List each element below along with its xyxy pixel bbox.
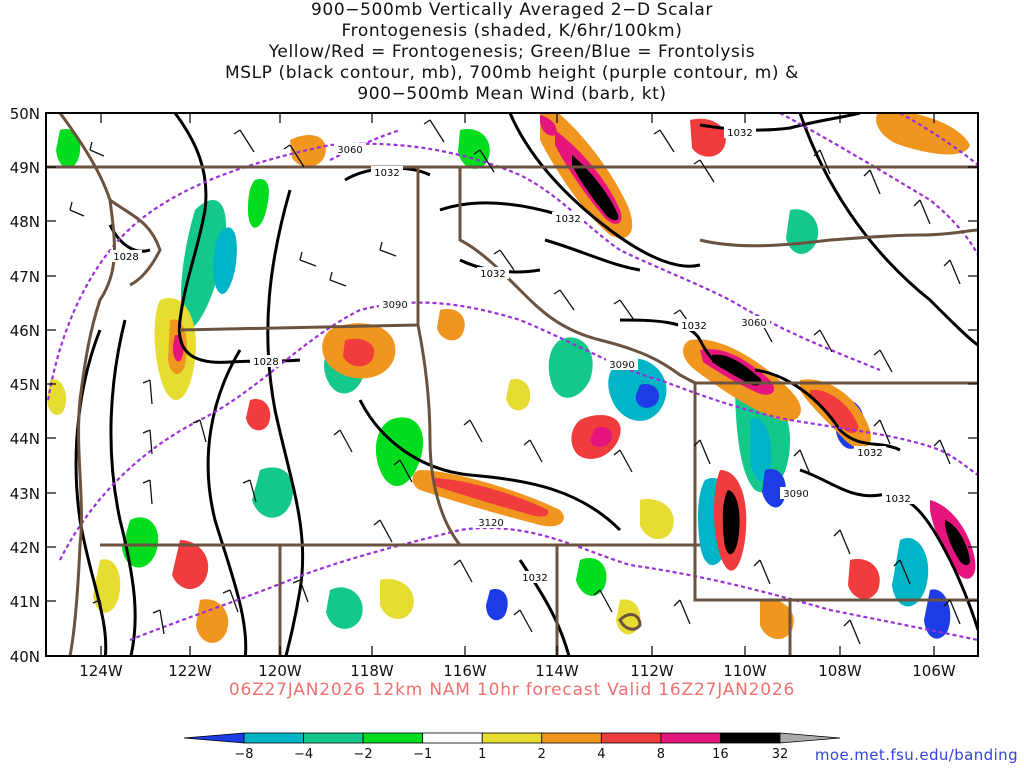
lon-label: 122W (168, 662, 212, 680)
colorbar-swatch (362, 732, 424, 744)
mslp-label: 1032 (882, 492, 914, 505)
lat-label: 46N (10, 322, 40, 340)
map-layers: 1032 1032 1032 1032 1028 1028 1032 1032 … (0, 0, 978, 656)
height-contours (46, 113, 978, 642)
lat-label: 43N (10, 485, 40, 503)
credit-url[interactable]: moe.met.fsu.edu/banding (814, 746, 1018, 764)
height-label-text: 3060 (741, 318, 766, 329)
title-line-5: 900−500mb Mean Wind (barb, kt) (357, 84, 667, 104)
state-borders (46, 113, 978, 656)
mslp-label: 1032 (519, 571, 551, 584)
colorbar-tick-label: 32 (772, 747, 789, 762)
lon-label: 114W (535, 662, 579, 680)
title-line-2: Frontogenesis (shaded, K/6hr/100km) (341, 21, 683, 41)
colorbar-swatch (720, 732, 781, 744)
height-label-text: 3090 (609, 360, 634, 371)
colorbar-tick-label: 1 (478, 747, 486, 762)
colorbar-tick-label: −2 (354, 747, 373, 762)
lon-label: 112W (630, 662, 674, 680)
colorbar-swatch (422, 732, 483, 744)
mslp-label-text: 1032 (555, 214, 580, 225)
title-line-4: MSLP (black contour, mb), 700mb height (… (224, 63, 800, 83)
lon-label: 110W (723, 662, 767, 680)
height-label-text: 3090 (382, 300, 407, 311)
colorbar-swatch (243, 732, 304, 744)
height-label: 3060 (334, 143, 366, 156)
lat-label: 44N (10, 430, 40, 448)
colorbar-swatch (600, 732, 662, 744)
title-line-3: Yellow/Red = Frontogenesis; Green/Blue =… (268, 42, 756, 62)
colorbar-tick-label: −4 (294, 747, 313, 762)
colorbar-swatch (481, 732, 543, 744)
colorbar-swatch (303, 732, 364, 744)
mslp-label-text: 1032 (374, 168, 399, 179)
mslp-label-text: 1032 (857, 448, 882, 459)
axis-ticks (46, 112, 978, 657)
mslp-label-text: 1032 (681, 321, 706, 332)
frontolysis-shading (56, 129, 951, 639)
colorbar-end-triangle (183, 732, 245, 744)
longitude-labels: 124W 122W 120W 118W 116W 114W 112W 110W … (79, 662, 956, 680)
colorbar-swatch (660, 732, 721, 744)
mslp-label: 1028 (250, 355, 282, 368)
lat-label: 47N (10, 268, 40, 286)
lon-label: 118W (350, 662, 394, 680)
colorbar-swatch (541, 732, 602, 744)
colorbar-tick-label: −1 (413, 747, 432, 762)
colorbar-tick-label: 16 (712, 747, 729, 762)
colorbar-tick-label: 8 (657, 747, 665, 762)
height-label: 3090 (780, 487, 812, 500)
height-label-text: 3090 (783, 489, 808, 500)
mslp-label: 1032 (0, 0, 13, 3)
colorbar: −8 −4 −2 −1 1 2 4 8 16 32 (183, 732, 841, 762)
lat-label: 50N (10, 105, 40, 123)
frontogenesis-shading (47, 113, 976, 643)
mslp-label-text: 1032 (480, 269, 505, 280)
mslp-label-text: 1032 (727, 128, 752, 139)
lon-label: 124W (79, 662, 123, 680)
colorbar-end-triangle (779, 732, 841, 744)
mslp-label: 1032 (678, 319, 710, 332)
height-label: 3060 (738, 316, 770, 329)
mslp-label-text: 1028 (113, 252, 138, 263)
wind-barbs (69, 119, 961, 645)
colorbar-tick-label: −8 (234, 747, 253, 762)
mslp-label: 1032 (552, 212, 584, 225)
lat-label: 45N (10, 376, 40, 394)
height-label-text: 3060 (337, 145, 362, 156)
mslp-label: 1032 (477, 267, 509, 280)
height-label-text: 3120 (478, 518, 503, 529)
contour-labels: 1032 1032 1032 1032 1028 1028 1032 1032 … (0, 0, 914, 584)
valid-time-line: 06Z27JAN2026 12km NAM 10hr forecast Vali… (228, 680, 796, 700)
title-line-1: 900−500mb Vertically Averaged 2−D Scalar (311, 0, 713, 20)
mslp-label: 1032 (724, 126, 756, 139)
height-label: 3090 (379, 298, 411, 311)
lon-label: 120W (258, 662, 302, 680)
height-label: 3090 (606, 358, 638, 371)
lon-label: 106W (912, 662, 956, 680)
lat-label: 48N (10, 213, 40, 231)
colorbar-tick-label: 2 (538, 747, 546, 762)
lat-label: 42N (10, 539, 40, 557)
lon-label: 108W (818, 662, 862, 680)
mslp-label: 1032 (854, 446, 886, 459)
latitude-labels: 50N 49N 48N 47N 46N 45N 44N 43N 42N 41N … (10, 105, 40, 666)
lon-label: 116W (443, 662, 487, 680)
mslp-label: 1028 (110, 250, 142, 263)
mslp-label: 1032 (371, 166, 403, 179)
mslp-label-text: 1032 (522, 573, 547, 584)
lat-label: 49N (10, 159, 40, 177)
height-label: 3120 (475, 516, 507, 529)
colorbar-tick-label: 4 (597, 747, 605, 762)
mslp-label-text: 1032 (885, 494, 910, 505)
mslp-label-text: 1028 (253, 357, 278, 368)
lat-label: 40N (10, 648, 40, 666)
figure-title: 900−500mb Vertically Averaged 2−D Scalar… (0, 0, 1024, 105)
lat-label: 41N (10, 593, 40, 611)
